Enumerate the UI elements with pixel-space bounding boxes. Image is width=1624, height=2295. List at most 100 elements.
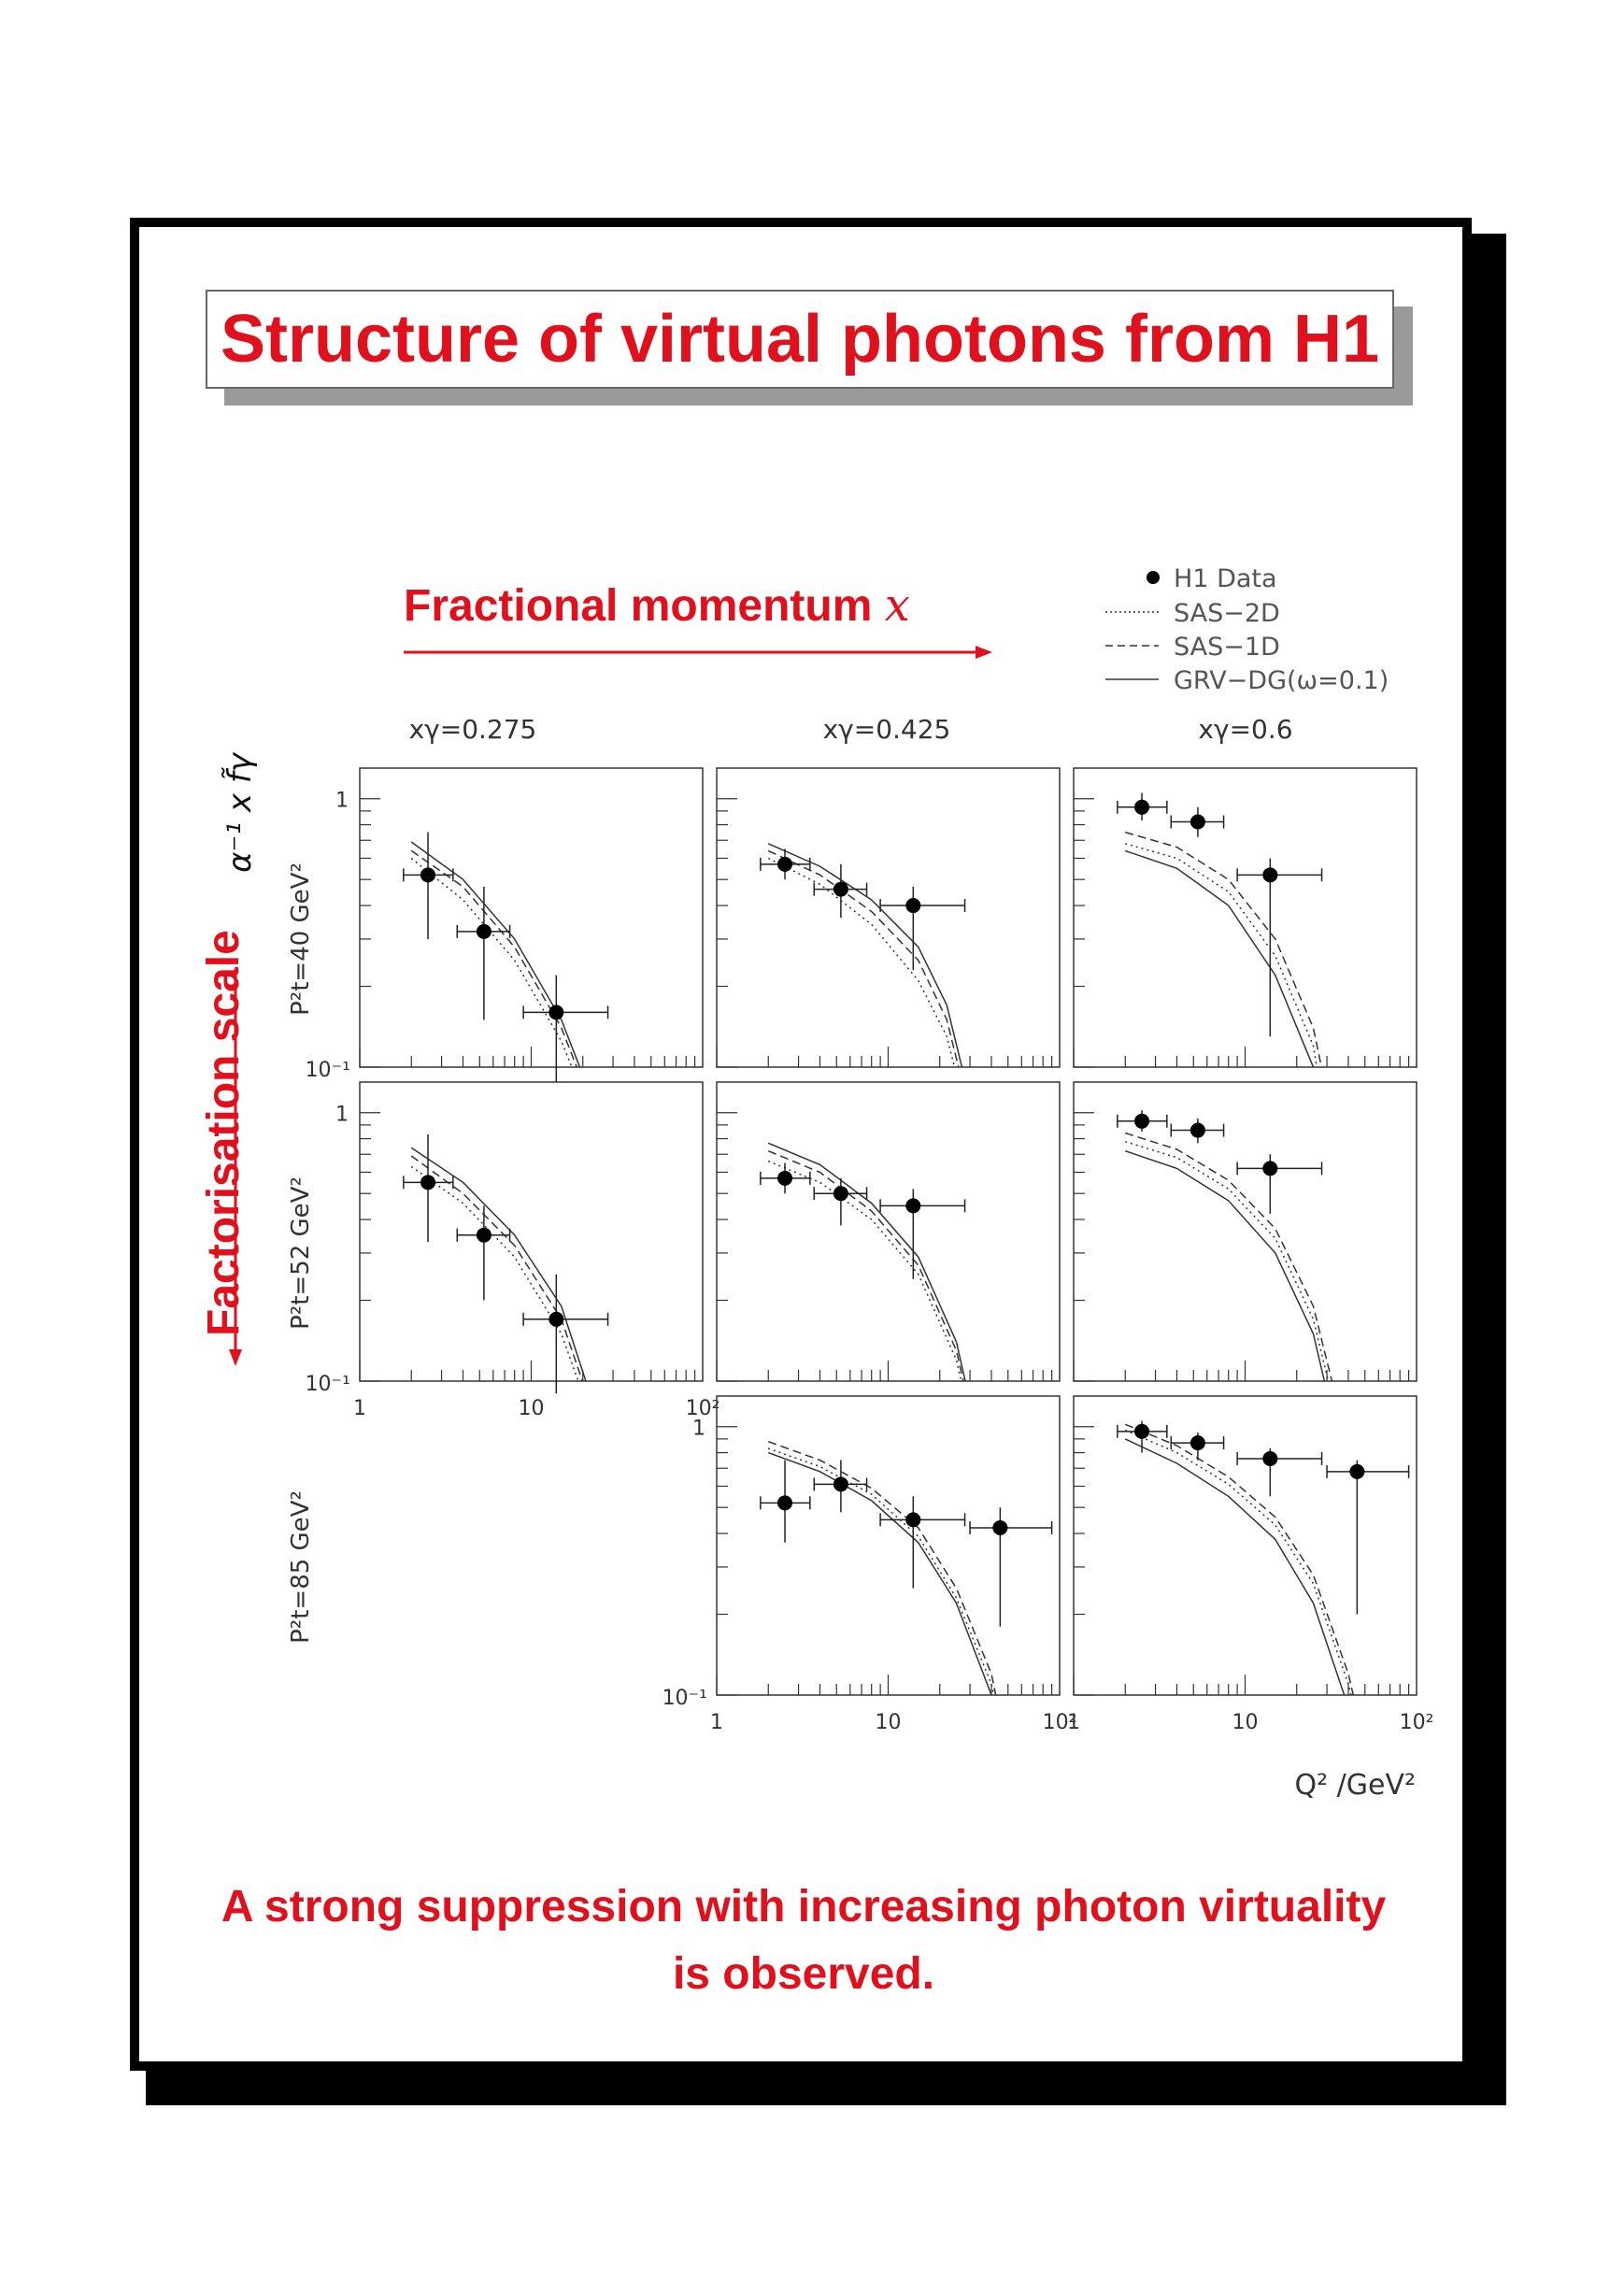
- conclusion-line-1: A strong suppression with increasing pho…: [221, 1882, 1387, 1932]
- data-point: [522, 975, 609, 1082]
- curve-sas1d: [1124, 831, 1323, 1067]
- y-axis-label: α⁻¹ x f̃γ: [221, 751, 259, 873]
- data-marker: [905, 898, 921, 914]
- data-marker: [1134, 1113, 1150, 1129]
- x-tick-label: 1: [353, 1397, 366, 1420]
- panel-frame: [359, 1081, 704, 1382]
- theory-curves: [410, 1147, 587, 1381]
- curve-sas2d: [767, 1447, 995, 1695]
- panel-frame: [716, 1395, 1061, 1696]
- curve-sas1d: [1124, 1132, 1333, 1381]
- y-tick-label: 1: [692, 1418, 705, 1441]
- panel-r2-c1: 110⁻¹1 10 10²: [306, 1081, 720, 1420]
- curve-grv: [767, 1142, 966, 1381]
- legend-label-sas2d: SAS−2D: [1174, 599, 1280, 628]
- legend: H1 Data SAS−2D SAS−1D GRV−DG(ω=0.1): [1105, 564, 1389, 695]
- data-marker: [548, 1005, 564, 1020]
- theory-curves: [1124, 1423, 1355, 1695]
- theory-curves: [767, 1142, 966, 1381]
- column-header-1: xγ=0.275: [409, 714, 537, 745]
- panel-r1-c3: [1073, 767, 1417, 1068]
- conclusion-line-2: is observed.: [672, 1949, 935, 1999]
- data-point: [1326, 1460, 1410, 1615]
- panel-r1-c1: 1 10⁻¹: [306, 767, 704, 1082]
- legend-label-grv: GRV−DG(ω=0.1): [1174, 666, 1389, 695]
- data-point: [969, 1507, 1053, 1627]
- panel-r3-c2: 110⁻¹1 10 10²: [662, 1395, 1077, 1734]
- conclusion: A strong suppression with increasing pho…: [168, 1874, 1439, 2008]
- x-tick-label: 10²: [1400, 1711, 1434, 1734]
- theory-curves: [767, 1440, 997, 1695]
- data-point: [813, 863, 868, 919]
- data-marker: [833, 881, 848, 897]
- x-tick-label: 10²: [686, 1397, 720, 1420]
- x-direction-symbol: x: [884, 579, 910, 632]
- y-tick-label: 10⁻¹: [662, 1687, 707, 1710]
- data-marker: [476, 1227, 491, 1243]
- row-header-1: P²t=40 GeV²: [287, 862, 315, 1016]
- y-tick-label: 1: [335, 1104, 349, 1127]
- x-tick-label: 1: [710, 1711, 723, 1734]
- panel-frame: [1073, 1395, 1417, 1696]
- data-point: [760, 1460, 811, 1543]
- data-point: [403, 832, 454, 939]
- data-marker: [548, 1311, 564, 1327]
- data-marker: [1190, 814, 1205, 830]
- data-point: [403, 1133, 454, 1243]
- panel-r1-c2: [716, 767, 1061, 1068]
- curve-grv: [1124, 849, 1315, 1067]
- theory-curves: [1124, 831, 1323, 1067]
- panel-frame: [1073, 767, 1417, 1068]
- curve-sas1d: [767, 1150, 964, 1381]
- slide-title: Structure of virtual photons from H1: [220, 302, 1380, 377]
- data-marker: [833, 1476, 848, 1492]
- theory-curves: [1124, 1132, 1333, 1381]
- data-point: [1236, 1447, 1323, 1497]
- data-marker: [1262, 867, 1278, 883]
- column-header-2: xγ=0.425: [823, 714, 951, 745]
- panel-frame: [1073, 1081, 1417, 1382]
- data-point: [879, 1496, 966, 1589]
- panel-r3-c3: 1 10 10²: [1067, 1395, 1434, 1734]
- data-point: [1170, 1433, 1225, 1461]
- data-marker: [1262, 1450, 1278, 1466]
- x-tick-label: 1: [1067, 1711, 1080, 1734]
- curve-grv: [1124, 1149, 1326, 1381]
- data-marker: [777, 1170, 793, 1186]
- data-point: [1236, 858, 1323, 1037]
- data-point: [879, 1189, 966, 1279]
- data-marker: [905, 1512, 921, 1528]
- data-point: [760, 848, 811, 880]
- curve-grv: [767, 1451, 992, 1695]
- curve-sas1d: [767, 849, 960, 1067]
- legend-label-data: H1 Data: [1174, 564, 1277, 593]
- data-point: [879, 886, 966, 971]
- x-direction-label: Fractional momentum x: [404, 579, 910, 632]
- curve-sas1d: [410, 849, 578, 1067]
- data-marker: [905, 1198, 921, 1214]
- data-marker: [1190, 1435, 1205, 1451]
- data-marker: [420, 867, 436, 883]
- data-point: [1170, 806, 1225, 837]
- panel-r2-c2: [716, 1081, 1061, 1382]
- data-marker: [1134, 799, 1150, 815]
- x-tick-label: 10²: [1043, 1711, 1077, 1734]
- data-point: [1236, 1154, 1323, 1214]
- curve-grv: [767, 843, 963, 1067]
- x-tick-label: 10: [1232, 1711, 1259, 1734]
- title-box: Structure of virtual photons from H1: [206, 290, 1394, 389]
- data-marker: [833, 1186, 848, 1202]
- curve-sas2d: [767, 1160, 962, 1381]
- data-marker: [1262, 1161, 1278, 1176]
- x-direction-arrow: [404, 646, 992, 659]
- curve-sas2d: [767, 857, 956, 1067]
- x-direction-text: Fractional momentum: [404, 581, 873, 631]
- curve-grv: [410, 1147, 587, 1381]
- curve-sas2d: [1124, 843, 1318, 1067]
- data-point: [522, 1274, 609, 1394]
- data-point: [1117, 1110, 1168, 1133]
- y-tick-label: 1: [335, 790, 349, 813]
- data-marker: [992, 1519, 1008, 1535]
